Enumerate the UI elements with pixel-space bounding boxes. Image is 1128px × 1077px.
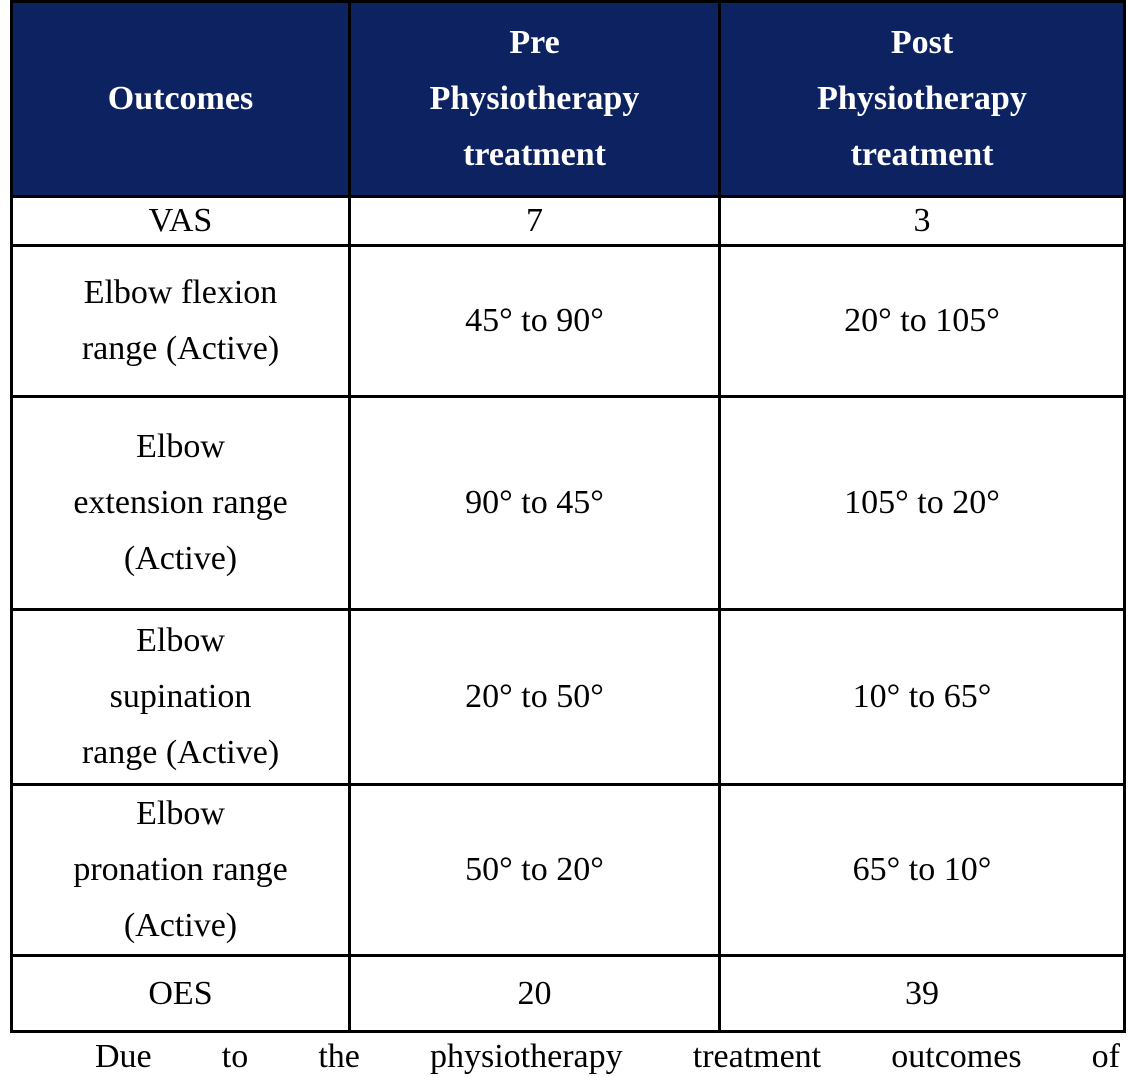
cell-extension-outcome: Elbow extension range (Active) xyxy=(10,395,351,611)
table-row-elbow-supination: Elbow supination range (Active) 20° to 5… xyxy=(10,608,1126,786)
cell-supination-outcome: Elbow supination range (Active) xyxy=(10,608,351,786)
cell-flexion-post: 20° to 105° xyxy=(718,244,1126,398)
table-header-row: Outcomes Pre Physiotherapy treatment Pos… xyxy=(10,0,1126,198)
outcome-label-line1: Elbow xyxy=(136,428,225,465)
outcome-label-line3: (Active) xyxy=(123,907,238,944)
cell-pronation-outcome: Elbow pronation range (Active) xyxy=(10,783,351,957)
outcome-label: VAS xyxy=(148,202,213,239)
table-row-elbow-flexion: Elbow flexion range (Active) 45° to 90° … xyxy=(10,244,1126,398)
header-label-post-line3: treatment xyxy=(850,136,994,173)
outcome-label-line2: supination xyxy=(109,678,252,715)
cell-supination-pre: 20° to 50° xyxy=(348,608,721,786)
header-label-post-line1: Post xyxy=(890,24,954,61)
outcome-label-line1: Elbow flexion xyxy=(83,274,278,311)
outcome-label-line2: range (Active) xyxy=(81,330,280,367)
cell-oes-pre: 20 xyxy=(348,954,721,1033)
cell-extension-pre: 90° to 45° xyxy=(348,395,721,611)
outcome-label-line1: Elbow xyxy=(136,795,225,832)
table-row-elbow-extension: Elbow extension range (Active) 90° to 45… xyxy=(10,395,1126,611)
header-label-post-line2: Physiotherapy xyxy=(817,80,1027,117)
outcome-label-line3: (Active) xyxy=(123,540,238,577)
outcomes-table: Outcomes Pre Physiotherapy treatment Pos… xyxy=(10,0,1126,1033)
table-row-oes: OES 20 39 xyxy=(10,954,1126,1033)
table-row-elbow-pronation: Elbow pronation range (Active) 50° to 20… xyxy=(10,783,1126,957)
cell-vas-pre: 7 xyxy=(348,195,721,247)
header-cell-outcomes: Outcomes xyxy=(10,0,351,198)
header-label-pre-line1: Pre xyxy=(509,24,560,61)
cell-pronation-post: 65° to 10° xyxy=(718,783,1126,957)
outcome-label-line3: range (Active) xyxy=(81,734,280,771)
cell-pronation-pre: 50° to 20° xyxy=(348,783,721,957)
cell-supination-post: 10° to 65° xyxy=(718,608,1126,786)
header-cell-pre-treatment: Pre Physiotherapy treatment xyxy=(348,0,721,198)
outcome-label: OES xyxy=(148,974,213,1012)
cell-flexion-pre: 45° to 90° xyxy=(348,244,721,398)
header-label-outcomes: Outcomes xyxy=(107,80,254,117)
cell-oes-post: 39 xyxy=(718,954,1126,1033)
header-label-pre-line3: treatment xyxy=(463,136,606,173)
outcome-label-line1: Elbow xyxy=(136,622,225,659)
clipped-caption: Due to the physiotherapy treatment outco… xyxy=(95,1038,1120,1075)
header-label-pre-line2: Physiotherapy xyxy=(429,80,640,117)
cell-vas-outcome: VAS xyxy=(10,195,351,247)
outcome-label-line2: pronation range xyxy=(73,851,288,888)
table-row-vas: VAS 7 3 xyxy=(10,195,1126,247)
header-cell-post-treatment: Post Physiotherapy treatment xyxy=(718,0,1126,198)
cell-vas-post: 3 xyxy=(718,195,1126,247)
cell-extension-post: 105° to 20° xyxy=(718,395,1126,611)
cell-oes-outcome: OES xyxy=(10,954,351,1033)
cell-flexion-outcome: Elbow flexion range (Active) xyxy=(10,244,351,398)
outcome-label-line2: extension range xyxy=(73,484,288,521)
